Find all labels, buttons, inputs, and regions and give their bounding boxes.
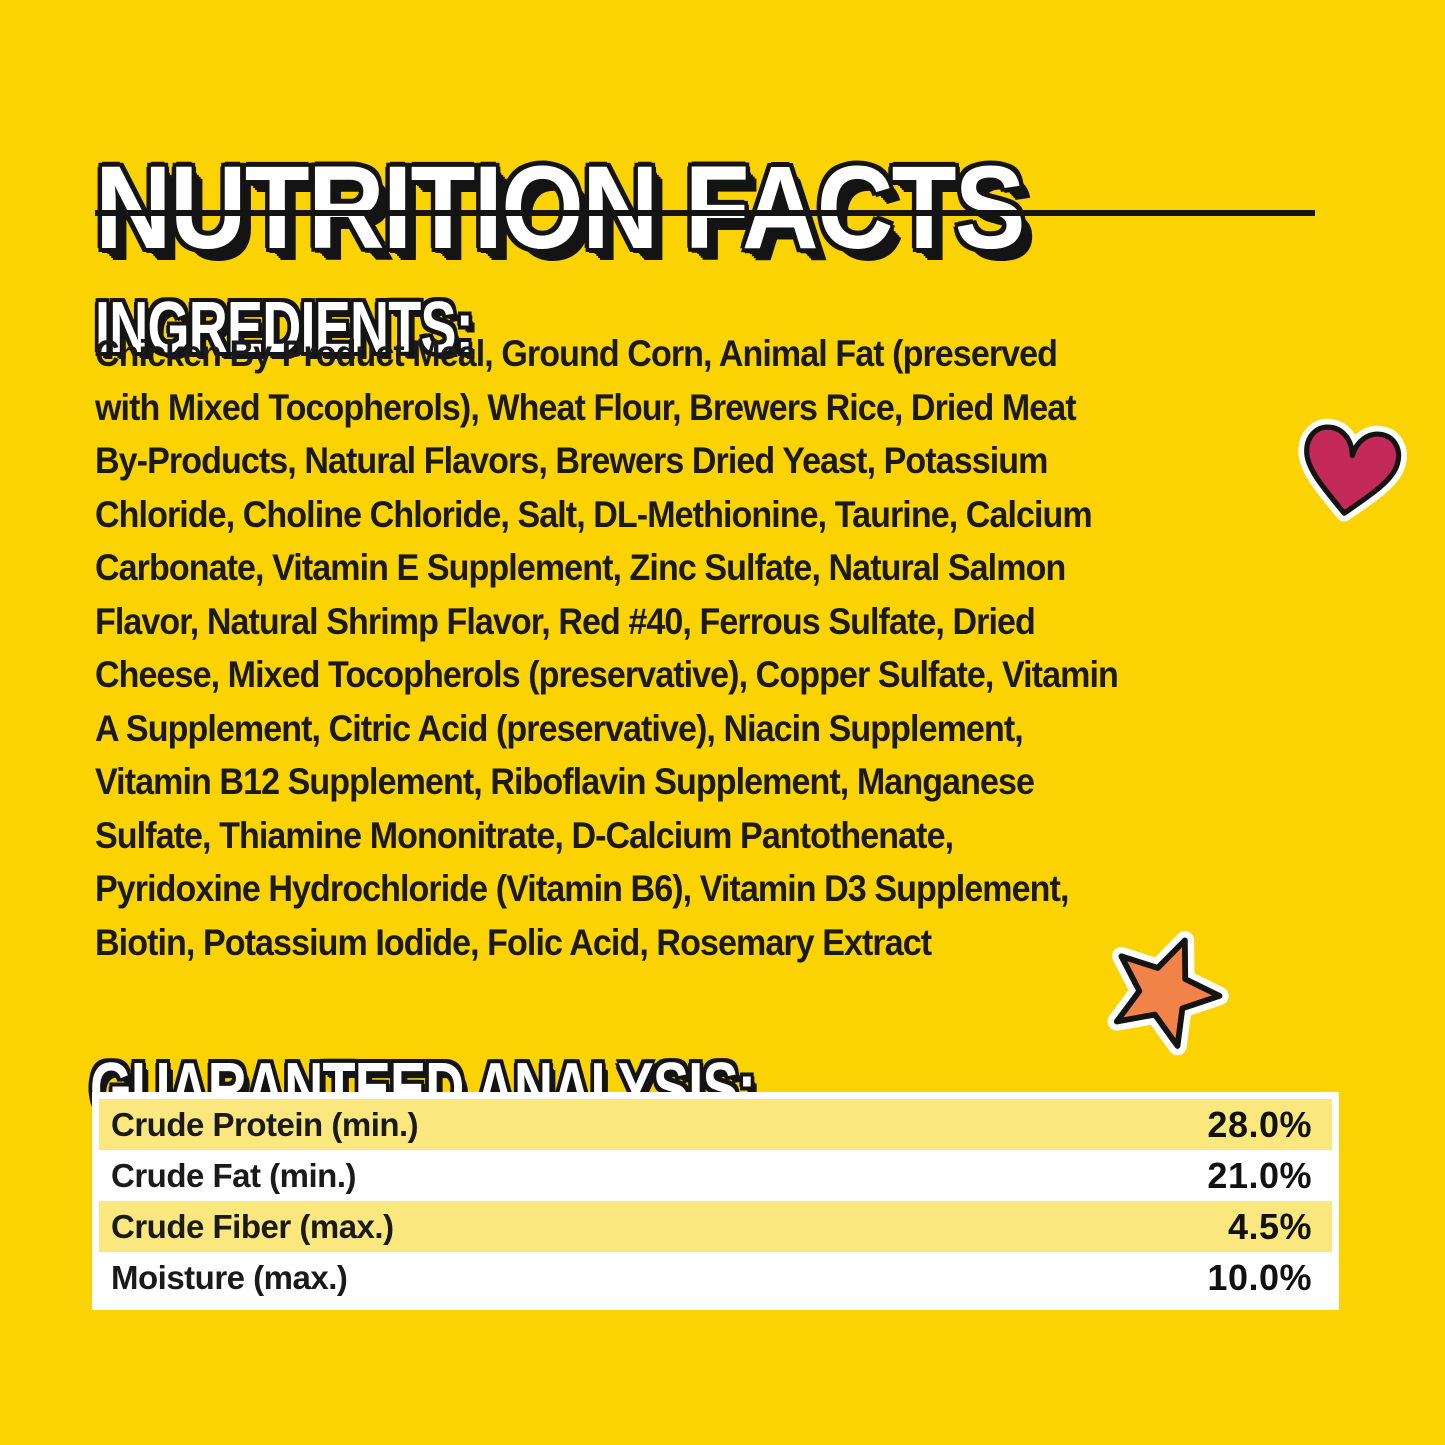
ingredients-heading: INGREDIENTS: xyxy=(95,287,474,368)
row-value: 10.0% xyxy=(1207,1256,1312,1298)
table-row: Crude Fat (min.) 21.0% xyxy=(99,1150,1332,1201)
table-row: Crude Protein (min.) 28.0% xyxy=(99,1099,1332,1150)
row-value: 21.0% xyxy=(1207,1154,1312,1196)
heart-icon xyxy=(1291,413,1408,530)
row-label: Crude Protein (min.) xyxy=(111,1105,419,1143)
row-value: 28.0% xyxy=(1207,1103,1312,1145)
row-label: Crude Fiber (max.) xyxy=(111,1207,394,1245)
table-row: Crude Fiber (max.) 4.5% xyxy=(99,1201,1332,1252)
row-label: Moisture (max.) xyxy=(111,1258,348,1296)
star-icon xyxy=(1088,916,1239,1067)
table-row: Moisture (max.) 10.0% xyxy=(99,1252,1332,1303)
row-label: Crude Fat (min.) xyxy=(111,1156,357,1194)
guaranteed-analysis-table: Crude Protein (min.) 28.0% Crude Fat (mi… xyxy=(92,1092,1339,1310)
title-divider xyxy=(95,210,1315,216)
page-title: NUTRITION FACTS xyxy=(95,142,1026,275)
row-value: 4.5% xyxy=(1227,1205,1312,1247)
ingredients-list: Chicken By-Product Meal, Ground Corn, An… xyxy=(95,333,1119,963)
